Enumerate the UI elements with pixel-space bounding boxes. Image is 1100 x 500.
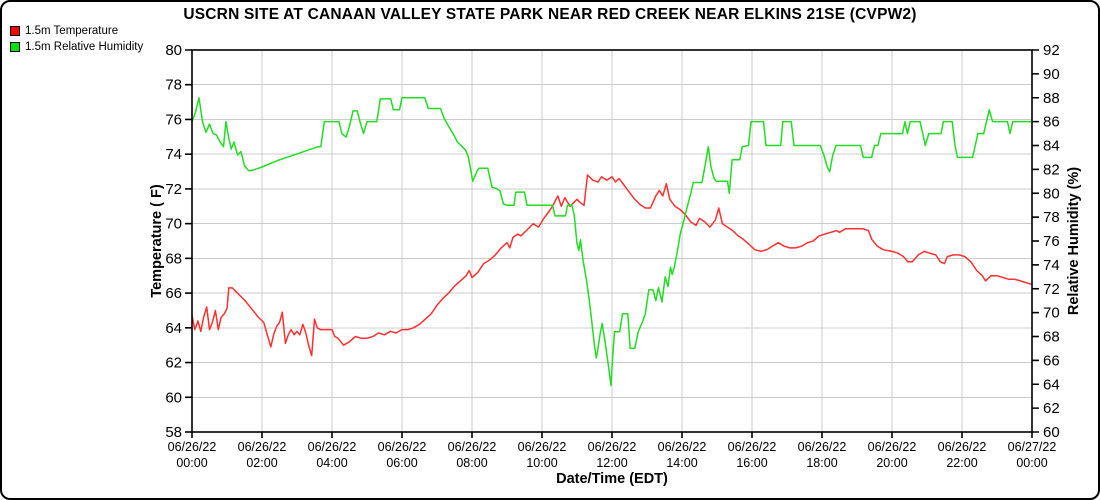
y-right-tick-label: 76 <box>1043 233 1060 250</box>
y-left-tick-label: 58 <box>165 424 182 441</box>
x-tick-date-label: 06/26/22 <box>308 440 357 454</box>
y-right-tick-label: 72 <box>1043 281 1060 298</box>
x-tick-time-label: 14:00 <box>666 456 697 470</box>
x-tick-time-label: 20:00 <box>876 456 907 470</box>
x-tick-date-label: 06/26/22 <box>378 440 427 454</box>
x-tick-date-label: 06/26/22 <box>448 440 497 454</box>
x-tick-time-label: 22:00 <box>946 456 977 470</box>
y-left-tick-label: 66 <box>165 285 182 302</box>
x-tick-time-label: 06:00 <box>386 456 417 470</box>
legend-item-temperature: 1.5m Temperature <box>10 23 143 39</box>
x-tick-time-label: 02:00 <box>246 456 277 470</box>
x-tick-time-label: 18:00 <box>806 456 837 470</box>
y-right-tick-label: 80 <box>1043 185 1060 202</box>
y-right-tick-label: 66 <box>1043 352 1060 369</box>
y-left-tick-label: 72 <box>165 181 182 198</box>
y-right-tick-label: 68 <box>1043 329 1060 346</box>
y-right-tick-label: 74 <box>1043 257 1060 274</box>
x-tick-time-label: 08:00 <box>456 456 487 470</box>
y-right-tick-label: 60 <box>1043 424 1060 441</box>
x-tick-date-label: 06/26/22 <box>938 440 987 454</box>
y-right-tick-label: 90 <box>1043 66 1060 83</box>
x-tick-time-label: 00:00 <box>1016 456 1047 470</box>
temperature-series-line <box>191 174 1033 357</box>
y-right-tick-label: 88 <box>1043 90 1060 107</box>
x-tick-time-label: 16:00 <box>736 456 767 470</box>
legend-label-temperature: 1.5m Temperature <box>25 25 119 37</box>
y-left-tick-label: 60 <box>165 389 182 406</box>
y-right-tick-label: 92 <box>1043 42 1060 59</box>
x-axis-label: Date/Time (EDT) <box>556 471 668 487</box>
x-tick-time-label: 04:00 <box>316 456 347 470</box>
x-tick-date-label: 06/26/22 <box>658 440 707 454</box>
y-right-tick-label: 82 <box>1043 161 1060 178</box>
x-tick-date-label: 06/26/22 <box>868 440 917 454</box>
axis-ticks <box>185 49 1039 438</box>
gridlines <box>192 50 1032 432</box>
y-left-tick-label: 74 <box>165 146 182 163</box>
y-right-tick-label: 70 <box>1043 305 1060 322</box>
humidity-swatch-icon <box>10 42 20 52</box>
y-right-tick-label: 86 <box>1043 114 1060 131</box>
y-left-tick-label: 68 <box>165 250 182 267</box>
y-left-tick-label: 78 <box>165 77 182 94</box>
x-tick-date-label: 06/26/22 <box>588 440 637 454</box>
x-tick-date-label: 06/26/22 <box>238 440 287 454</box>
y-left-tick-label: 76 <box>165 111 182 128</box>
x-tick-date-label: 06/27/22 <box>1008 440 1057 454</box>
x-tick-time-label: 00:00 <box>176 456 207 470</box>
y-right-tick-label: 62 <box>1043 400 1060 417</box>
legend-item-humidity: 1.5m Relative Humidity <box>10 39 143 55</box>
y-left-tick-label: 70 <box>165 216 182 233</box>
temperature-swatch-icon <box>10 26 20 36</box>
x-tick-time-label: 12:00 <box>596 456 627 470</box>
humidity-series-line <box>191 97 1033 387</box>
y-left-tick-label: 62 <box>165 355 182 372</box>
y-right-tick-label: 84 <box>1043 138 1060 155</box>
x-tick-date-label: 06/26/22 <box>798 440 847 454</box>
y-right-tick-label: 78 <box>1043 209 1060 226</box>
x-tick-time-label: 10:00 <box>526 456 557 470</box>
x-tick-date-label: 06/26/22 <box>518 440 567 454</box>
y-right-tick-label: 64 <box>1043 376 1060 393</box>
axis-tick-labels: 80 78 76 74 72 70 68 66 64 62 60 58 92 90 88 86 84 82 80 78… <box>165 42 1059 470</box>
legend-label-humidity: 1.5m Relative Humidity <box>25 41 144 53</box>
x-tick-date-label: 06/26/22 <box>728 440 777 454</box>
chart-title: USCRN SITE AT CANAAN VALLEY STATE PARK N… <box>183 6 917 23</box>
x-tick-date-label: 06/26/22 <box>168 440 217 454</box>
y-left-tick-label: 64 <box>165 320 182 337</box>
legend: 1.5m Temperature 1.5m Relative Humidity <box>10 23 143 55</box>
y-left-tick-label: 80 <box>165 42 182 59</box>
